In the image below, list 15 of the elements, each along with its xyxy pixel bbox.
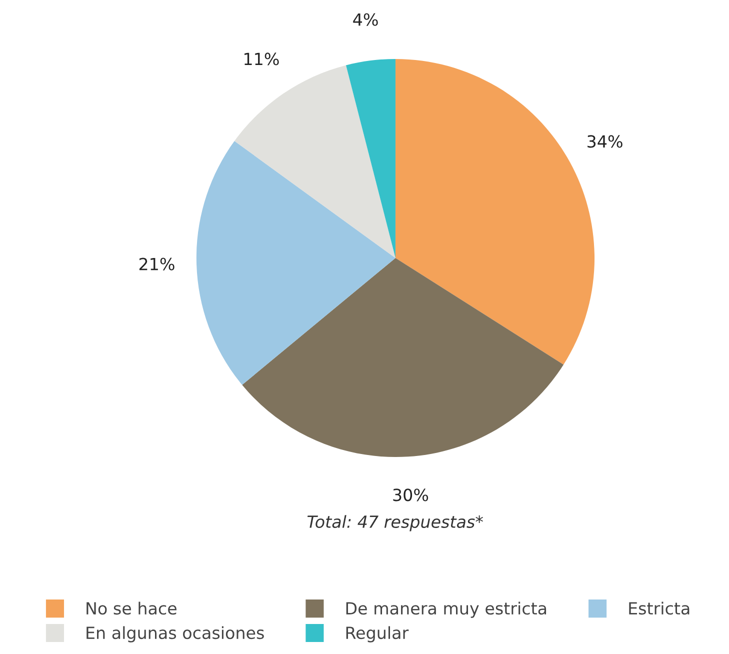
data-label: 4% bbox=[353, 13, 378, 26]
legend-label: En algunas ocasiones bbox=[86, 626, 264, 642]
pie-slice bbox=[234, 65, 396, 258]
pie-slice bbox=[242, 258, 564, 458]
pie-slice bbox=[196, 141, 396, 385]
data-label: 30% bbox=[393, 488, 428, 502]
legend-label: Estricta bbox=[629, 602, 690, 615]
data-label: 21% bbox=[139, 258, 174, 270]
pie-slice bbox=[346, 58, 396, 258]
data-label: 34% bbox=[588, 135, 622, 148]
legend-label: De manera muy estricta bbox=[346, 602, 546, 618]
data-label: 11% bbox=[244, 52, 279, 66]
legend-label: No se hace bbox=[86, 602, 176, 615]
legend-label: Regular bbox=[346, 626, 409, 642]
text: Total: 47 respuestas* bbox=[307, 515, 483, 532]
